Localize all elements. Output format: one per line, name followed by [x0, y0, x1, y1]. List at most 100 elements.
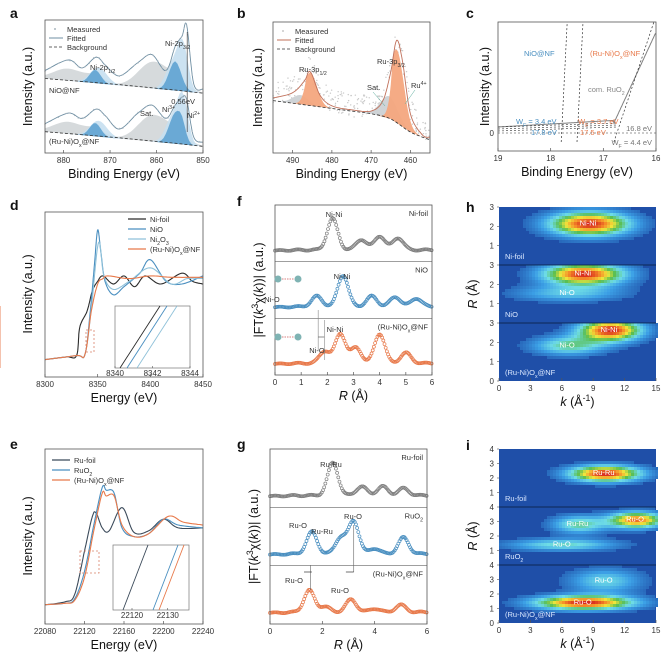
heatmap-cell: [544, 268, 547, 271]
heatmap-cell: [583, 546, 586, 549]
heatmap-cell: [532, 595, 535, 598]
heatmap-cell: [646, 341, 649, 344]
heatmap-cell: [568, 577, 571, 580]
heatmap-cell: [610, 268, 613, 271]
measured-point: [146, 55, 147, 56]
heatmap-cell: [520, 280, 523, 283]
heatmap-cell: [628, 210, 631, 213]
heatmap-cell: [577, 589, 580, 592]
heatmap-cell: [598, 265, 601, 268]
measured-point: [406, 76, 407, 77]
heatmap-cell: [589, 525, 592, 528]
heatmap-cell: [529, 540, 532, 543]
data-point: [370, 352, 373, 355]
heatmap-cell: [652, 516, 655, 519]
heatmap-cell: [640, 589, 643, 592]
heatmap-cell: [625, 292, 628, 295]
heatmap-cell: [616, 607, 619, 610]
heatmap-cell: [559, 274, 562, 277]
heatmap-cell: [628, 476, 631, 479]
heatmap-cell: [631, 479, 634, 482]
heatmap-cell: [622, 326, 625, 329]
heatmap-cell: [640, 265, 643, 268]
heatmap-cell: [535, 274, 538, 277]
heatmap-cell: [565, 531, 568, 534]
heatmap-cell: [589, 467, 592, 470]
measured-point: [292, 81, 293, 82]
heatmap-cell: [577, 228, 580, 231]
measured-point: [189, 52, 190, 53]
x-tick-label: 0: [497, 384, 502, 393]
heatmap-cell: [529, 604, 532, 607]
heatmap-cell: [604, 485, 607, 488]
heatmap-cell: [631, 592, 634, 595]
heatmap-cell: [511, 289, 514, 292]
heatmap-cell: [619, 470, 622, 473]
heatmap-cell: [568, 268, 571, 271]
heatmap-cell: [613, 240, 616, 243]
x-axis-label: R (Å): [339, 388, 368, 403]
measured-point: [78, 66, 79, 67]
heatmap-cell: [595, 531, 598, 534]
heatmap-cell: [592, 335, 595, 338]
heatmap-cell: [553, 237, 556, 240]
heatmap-cell: [625, 571, 628, 574]
heatmap-cell: [544, 228, 547, 231]
heatmap-cell: [601, 341, 604, 344]
heatmap-cell: [589, 476, 592, 479]
measured-point: [134, 115, 135, 116]
heatmap-cell: [613, 277, 616, 280]
measured-point: [362, 103, 363, 104]
heatmap-cell: [613, 295, 616, 298]
heatmap-cell: [619, 274, 622, 277]
measured-point: [369, 97, 370, 98]
heatmap-cell: [598, 464, 601, 467]
heatmap-cell: [637, 323, 640, 326]
heatmap-cell: [547, 598, 550, 601]
heatmap-cell: [649, 510, 652, 513]
measured-point: [337, 91, 338, 92]
heatmap-cell: [592, 482, 595, 485]
heatmap-cell: [547, 546, 550, 549]
heatmap-cell: [589, 522, 592, 525]
heatmap-cell: [583, 467, 586, 470]
heatmap-cell: [511, 604, 514, 607]
heatmap-cell: [622, 525, 625, 528]
heatmap-cell: [604, 210, 607, 213]
heatmap-cell: [547, 516, 550, 519]
heatmap-cell: [538, 213, 541, 216]
measured-point: [185, 23, 186, 24]
heatmap-cell: [589, 537, 592, 540]
heatmap-cell: [592, 329, 595, 332]
heatmap-cell: [553, 225, 556, 228]
heatmap-cell: [547, 347, 550, 350]
heatmap-cell: [616, 210, 619, 213]
heatmap-cell: [619, 610, 622, 613]
legend-e: Ru-foilRuO2(Ru-Ni)Ox@NF: [52, 456, 125, 488]
heatmap-cell: [529, 289, 532, 292]
subpanel-label-ru-foil: Ru-foil: [401, 453, 423, 462]
heatmap-cell: [589, 513, 592, 516]
measured-point: [69, 112, 70, 113]
heatmap-cell: [619, 341, 622, 344]
heatmap-cell: [550, 338, 553, 341]
measured-point: [289, 95, 290, 96]
heatmap-cell: [592, 289, 595, 292]
heatmap-cell: [580, 326, 583, 329]
heatmap-cell: [568, 274, 571, 277]
heatmap-cell: [550, 347, 553, 350]
heatmap-cell: [634, 531, 637, 534]
heatmap-cell: [625, 577, 628, 580]
measured-point: [375, 101, 376, 102]
heatmap-cell: [595, 283, 598, 286]
heatmap-cell: [562, 534, 565, 537]
heatmap-cell: [640, 571, 643, 574]
data-point: [301, 601, 304, 604]
heatmap-cell: [568, 601, 571, 604]
heatmap-cell: [547, 228, 550, 231]
heatmap-cell: [625, 274, 628, 277]
heatmap-cell: [598, 237, 601, 240]
heatmap-cell: [556, 592, 559, 595]
heatmap-cell: [544, 592, 547, 595]
heatmap-cell: [562, 467, 565, 470]
